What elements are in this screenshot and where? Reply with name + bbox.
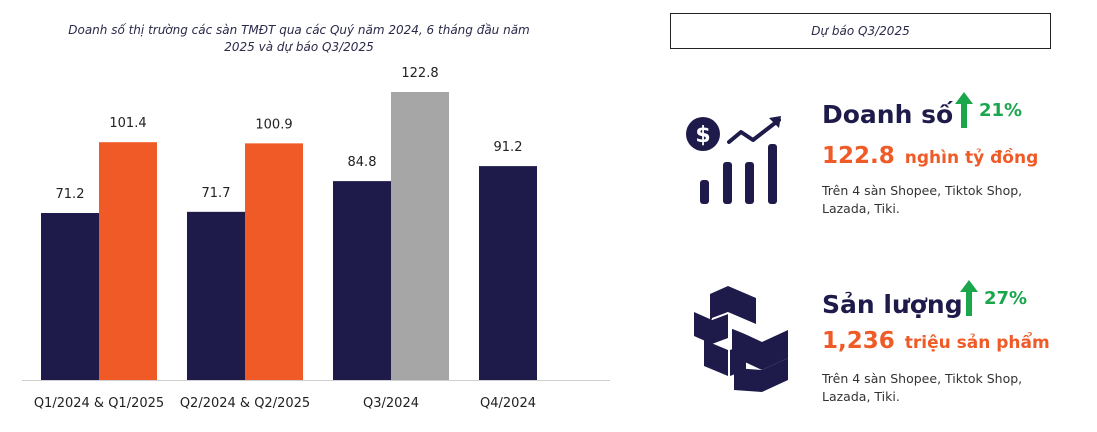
- boxes-icon: [694, 286, 788, 392]
- x-tick-label: Q2/2024 & Q2/2025: [180, 396, 310, 411]
- bar-1-2: [99, 142, 157, 380]
- bar-value-label: 71.2: [56, 187, 85, 202]
- volume-number: 1,236: [822, 328, 895, 354]
- x-tick-label: Q4/2024: [480, 396, 536, 411]
- bar-value-label: 101.4: [109, 116, 146, 131]
- arrow-up-icon: [960, 280, 978, 316]
- dollar-growth-chart-icon: $: [686, 116, 781, 204]
- bar-3-2: [391, 92, 449, 380]
- bar-value-label: 100.9: [255, 117, 292, 132]
- revenue-number: 122.8: [822, 143, 895, 169]
- volume-title: Sản lượng: [822, 290, 963, 319]
- bar-2-1: [187, 211, 245, 380]
- revenue-description: Trên 4 sàn Shopee, Tiktok Shop, Lazada, …: [822, 183, 1023, 216]
- bar-value-label: 122.8: [401, 66, 438, 81]
- volume-growth: 27%: [960, 280, 1027, 316]
- forecast-header: Dự báo Q3/2025: [670, 13, 1051, 49]
- revenue-growth-value: 21%: [979, 99, 1023, 121]
- volume-description: Trên 4 sàn Shopee, Tiktok Shop, Lazada, …: [822, 371, 1023, 404]
- bar-chart: 71.2 101.4 71.7 100.9 84.8 122.8 91.2 Q1/2024 &…: [22, 66, 610, 411]
- x-tick-label: Q1/2024 & Q1/2025: [34, 396, 164, 411]
- revenue-value: 122.8 nghìn tỷ đồng: [822, 143, 1038, 169]
- bar-value-label: 71.7: [202, 186, 231, 201]
- revenue-unit: nghìn tỷ đồng: [904, 148, 1039, 168]
- volume-unit: triệu sản phẩm: [904, 333, 1050, 353]
- x-tick-label: Q3/2024: [363, 396, 419, 411]
- bar-1-1: [41, 213, 99, 380]
- revenue-growth: 21%: [955, 92, 1022, 128]
- bar-value-label: 84.8: [348, 155, 377, 170]
- svg-text:$: $: [695, 123, 710, 148]
- bar-2-2: [245, 143, 303, 380]
- revenue-title: Doanh số: [822, 100, 954, 129]
- volume-growth-value: 27%: [984, 287, 1028, 309]
- bar-4-1: [479, 166, 537, 380]
- arrow-up-icon: [955, 92, 973, 128]
- bar-3-1: [333, 181, 391, 380]
- volume-value: 1,236 triệu sản phẩm: [822, 328, 1050, 354]
- forecast-header-label: Dự báo Q3/2025: [811, 24, 910, 38]
- bar-value-label: 91.2: [494, 140, 523, 155]
- chart-title: Doanh số thị trường các sàn TMĐT qua các…: [68, 23, 530, 54]
